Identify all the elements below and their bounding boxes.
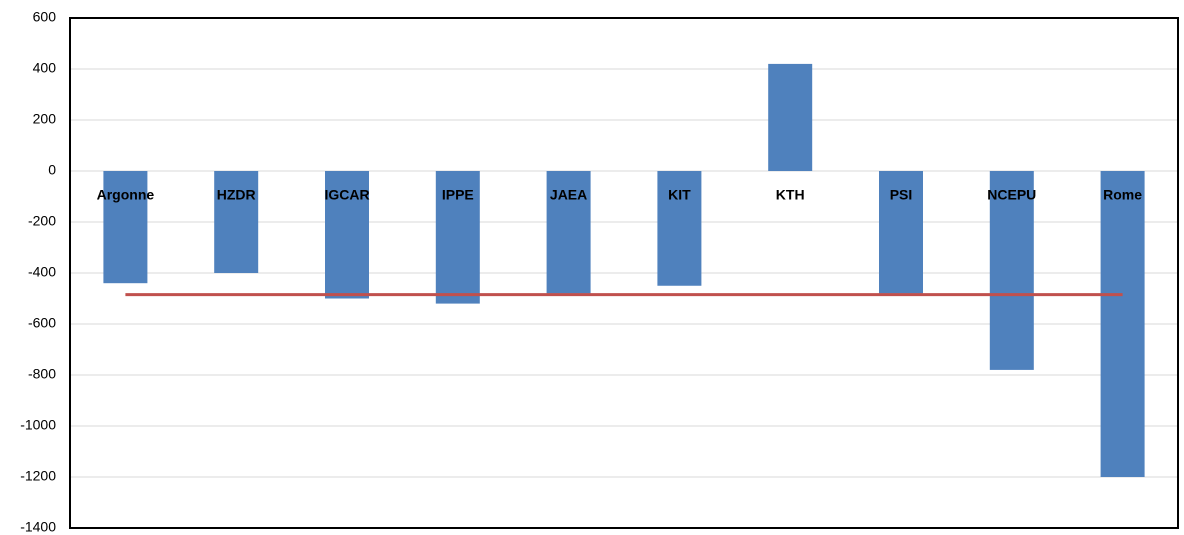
bar [214, 171, 259, 273]
x-tick-label: NCEPU [987, 187, 1036, 203]
bar [325, 171, 369, 299]
bar [435, 171, 480, 304]
y-tick-label: -1000 [20, 417, 56, 433]
y-tick-label: -1200 [20, 468, 56, 484]
bar [657, 171, 702, 286]
y-tick-label: -800 [28, 366, 56, 382]
x-tick-label: KTH [776, 187, 805, 203]
y-tick-label: 0 [48, 162, 56, 178]
x-tick-label: KIT [668, 187, 691, 203]
x-tick-label: IPPE [442, 187, 474, 203]
y-tick-label: -1400 [20, 519, 56, 535]
plot-frame [69, 17, 1179, 529]
y-tick-label: 600 [33, 9, 57, 25]
bar [879, 171, 923, 294]
bar [546, 171, 591, 294]
bar [989, 171, 1034, 370]
bar [103, 171, 148, 284]
x-tick-label: JAEA [550, 187, 587, 203]
x-tick-label: IGCAR [324, 187, 369, 203]
x-tick-label: HZDR [217, 187, 256, 203]
bar [768, 63, 813, 171]
x-tick-label: PSI [890, 187, 913, 203]
bar [1100, 171, 1145, 477]
y-tick-label: 200 [33, 111, 57, 127]
x-tick-label: Rome [1103, 187, 1142, 203]
y-tick-label: -200 [28, 213, 56, 229]
x-tick-label: Argonne [97, 187, 155, 203]
y-tick-label: 400 [33, 60, 57, 76]
y-tick-label: -400 [28, 264, 56, 280]
y-tick-label: -600 [28, 315, 56, 331]
